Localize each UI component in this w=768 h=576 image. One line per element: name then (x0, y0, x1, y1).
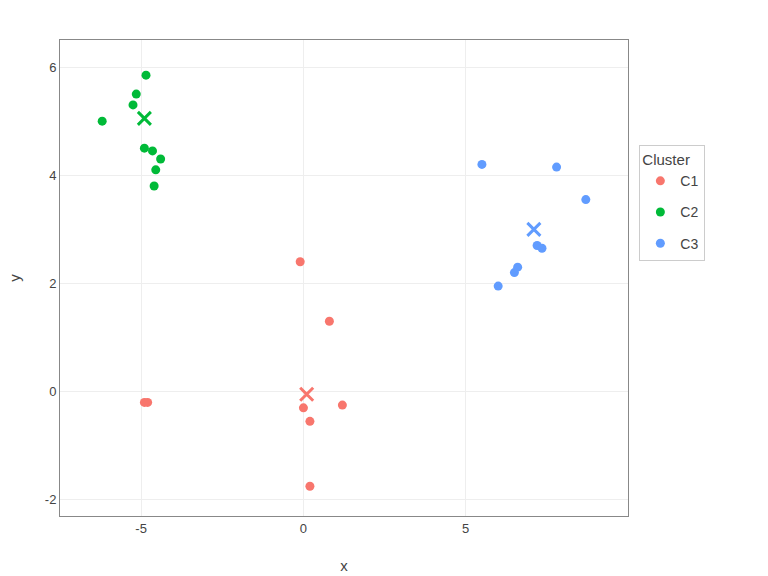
svg-text:2: 2 (49, 276, 56, 291)
svg-text:C2: C2 (680, 204, 698, 220)
svg-text:0: 0 (49, 384, 56, 399)
svg-text:0: 0 (300, 521, 307, 536)
svg-text:C3: C3 (680, 236, 698, 252)
svg-text:y: y (6, 274, 23, 282)
svg-text:Cluster: Cluster (642, 151, 690, 168)
svg-text:-5: -5 (135, 521, 147, 536)
svg-text:-2: -2 (45, 492, 57, 507)
svg-text:C1: C1 (680, 173, 698, 189)
svg-text:5: 5 (462, 521, 469, 536)
svg-text:4: 4 (49, 168, 56, 183)
svg-text:6: 6 (49, 60, 56, 75)
svg-text:x: x (340, 557, 348, 574)
